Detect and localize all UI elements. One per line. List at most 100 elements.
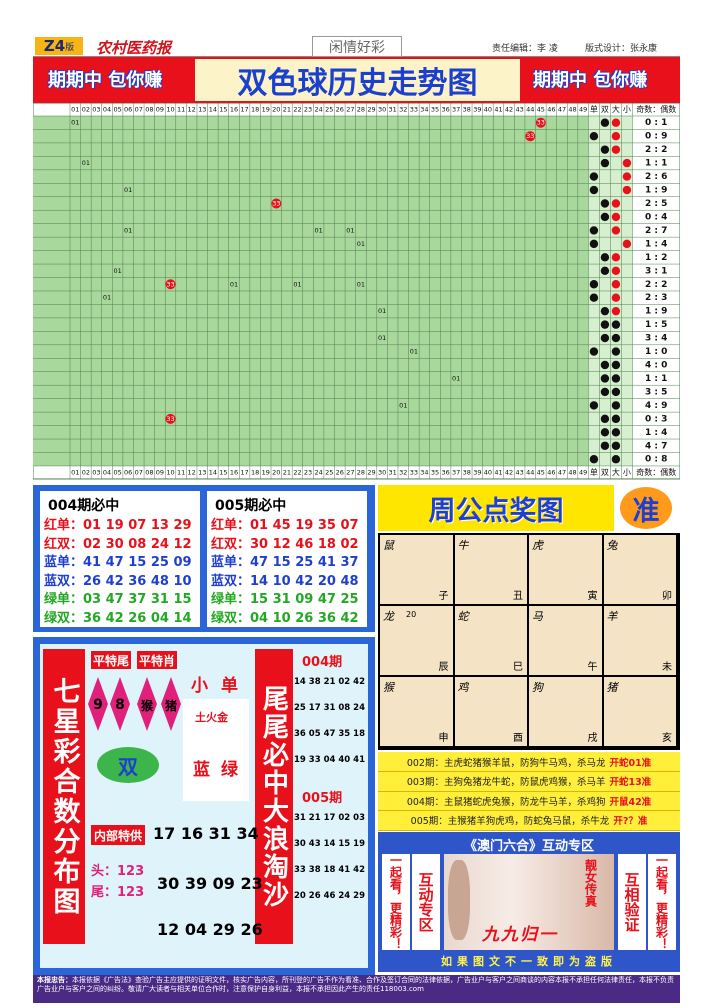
column-label: 37 — [452, 106, 460, 114]
column-label: 10 — [166, 468, 174, 476]
column-label: 31 — [389, 106, 397, 114]
numbers: 30 39 09 23 — [157, 874, 263, 893]
pick-row: 蓝单：47 15 25 41 37 — [211, 551, 359, 570]
zodiac-branch: 戌 — [587, 733, 598, 744]
ball-label: 01 — [113, 267, 121, 275]
pick-panel: 005期必中 红单：01 45 19 35 07 红双：30 12 46 18 02… — [207, 491, 367, 627]
flag-dot — [611, 320, 621, 329]
ball-label: 01 — [378, 307, 386, 315]
zodiac-cell: 虎寅 — [529, 535, 602, 604]
pick-numbers: 02 30 08 24 12 — [83, 536, 192, 552]
zodiac-animal: 马 — [532, 610, 543, 623]
ratio: 1 : 1 — [645, 374, 667, 384]
editor: 责任编辑：李 凌 — [492, 44, 558, 54]
tail-list: 004期 14 38 21 02 42 25 17 31 08 24 36 05 47… — [294, 651, 370, 951]
column-label: 17 — [240, 106, 248, 114]
zodiac-animal: 牛 — [457, 539, 469, 552]
parity-pick: 单 — [221, 676, 238, 696]
ratio: 1 : 5 — [645, 320, 667, 330]
head: 头：123 — [91, 864, 145, 879]
flag-dot — [600, 158, 610, 168]
pick-title: 004期必中 — [48, 498, 120, 514]
column-label: 33 — [410, 106, 418, 114]
zodiac-animal: 龙 — [383, 610, 394, 623]
ratio: 2 : 5 — [645, 199, 667, 209]
zodiac-cell: 兔卯 — [603, 535, 676, 604]
picks-box: 004期必中 红单：01 19 07 13 29 红双：02 30 08 24 12… — [33, 485, 375, 632]
column-label: 48 — [568, 468, 576, 476]
pick-label: 绿单： — [211, 592, 251, 607]
flag-dot — [589, 239, 599, 249]
ball-label: 01 — [103, 294, 111, 302]
period-row: 19 33 04 40 41 — [294, 755, 365, 765]
color-pick: 蓝 — [193, 760, 210, 780]
column-label: 41 — [494, 468, 502, 476]
ball-label: 01 — [399, 401, 407, 409]
ratio-header: 奇数：偶数 — [636, 104, 676, 114]
edition-suffix: 版 — [65, 42, 75, 53]
verify: 互相验证 — [618, 854, 646, 950]
column-label: 15 — [219, 468, 227, 476]
flag-dot — [600, 266, 610, 275]
column-label: 01 — [71, 468, 79, 476]
flag-dot — [600, 253, 610, 262]
pick-row: 红双：30 12 46 18 02 — [211, 533, 359, 552]
period-title: 005期 — [302, 791, 343, 806]
size-pick: 小 — [191, 676, 208, 696]
flag-dot — [611, 280, 621, 289]
pick-panel: 004期必中 红单：01 19 07 13 29 红双：02 30 08 24 12… — [40, 491, 200, 627]
pick-row: 蓝单：41 47 15 25 09 — [44, 551, 192, 570]
ball-label: 01 — [124, 186, 132, 194]
tail: 8 — [115, 697, 125, 713]
pick-label: 蓝双： — [211, 573, 251, 589]
numbers: 12 04 29 26 — [157, 920, 263, 939]
flag-dot — [589, 293, 599, 302]
ball-label: 01 — [410, 348, 418, 356]
slogan: 期期中 包你赚 — [48, 70, 163, 91]
pick-numbers: 36 42 26 04 14 — [83, 610, 192, 626]
column-label: 47 — [558, 468, 566, 476]
ratio: 2 : 2 — [645, 280, 667, 290]
pick-numbers: 03 47 37 31 15 — [83, 592, 192, 607]
prediction-row: 003期：主狗兔猪龙牛蛇，防鼠虎鸡猴，杀马羊 开蛇13准 — [378, 772, 680, 792]
zodiac-branch: 巳 — [513, 662, 523, 673]
flag-label: 双 — [601, 468, 609, 477]
column-label: 08 — [145, 106, 153, 114]
column-label: 41 — [494, 106, 502, 114]
flag-label: 单 — [590, 104, 598, 114]
pick-numbers: 30 12 46 18 02 — [250, 536, 359, 552]
flag-dot — [611, 347, 621, 356]
column-label: 02 — [82, 106, 90, 114]
flag-dot — [589, 455, 599, 464]
ball — [525, 131, 536, 142]
ball-label: 01 — [124, 226, 132, 234]
column-label: 03 — [92, 106, 100, 114]
zodiac-cell: 猪亥 — [603, 677, 676, 746]
column-label: 18 — [251, 468, 259, 476]
column-label: 23 — [304, 468, 312, 476]
designer: 版式设计：张永康 — [585, 44, 658, 54]
parity-oval: 双 — [97, 747, 159, 783]
flag-dot — [611, 253, 621, 262]
pick-numbers: 01 45 19 35 07 — [250, 518, 359, 533]
column-label: 03 — [92, 468, 100, 476]
ratio: 2 : 2 — [645, 145, 667, 155]
elements: 土火金 — [195, 711, 228, 724]
zodiac-branch: 辰 — [438, 662, 449, 673]
ratio: 1 : 4 — [645, 428, 667, 438]
column-label: 30 — [378, 468, 386, 476]
ratio: 0 : 9 — [645, 132, 667, 142]
column-label: 19 — [262, 468, 270, 476]
photo — [444, 854, 614, 950]
zodiac-branch: 未 — [662, 662, 672, 673]
zodiac-animal: 鸡 — [457, 681, 469, 694]
diamond — [137, 677, 157, 731]
column-label: 25 — [325, 106, 333, 114]
column-label: 49 — [579, 468, 587, 476]
flag-dot — [600, 306, 610, 316]
pick-numbers: 26 42 36 48 10 — [83, 573, 192, 589]
ball-label: 33 — [526, 132, 534, 140]
ratio: 0 : 8 — [645, 455, 667, 465]
flag-label: 单 — [590, 467, 598, 477]
pick-row: 红单：01 45 19 35 07 — [211, 514, 359, 533]
